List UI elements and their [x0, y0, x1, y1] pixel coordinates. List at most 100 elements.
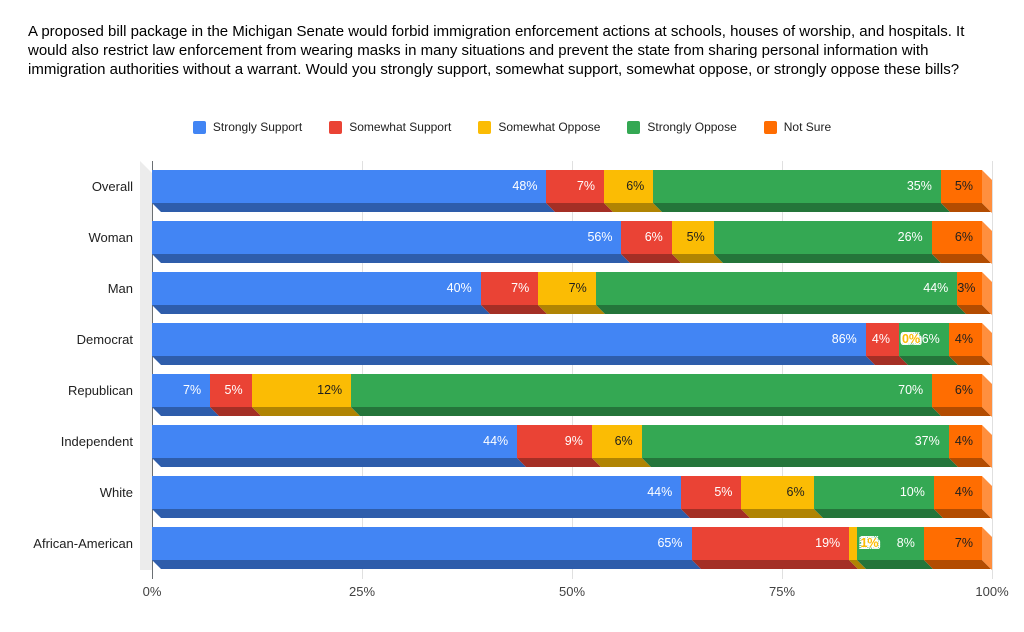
category-label: Independent	[60, 434, 133, 449]
legend-swatch-icon	[478, 120, 492, 134]
bar-segment: 6%	[591, 425, 642, 458]
bar-segment-label: 4%	[954, 332, 973, 346]
bar-segment-label: 4%	[871, 332, 890, 346]
bar-row: 86% 4% 0% 6% 4%	[152, 323, 992, 366]
bar-segment-label: 44%	[923, 281, 949, 295]
bar-segment-bevel	[595, 305, 967, 314]
bar-segment-label: 70%	[898, 383, 924, 397]
bar-segment-label: 26%	[897, 230, 923, 244]
legend-label: Somewhat Support	[349, 120, 452, 134]
bar-segment: 1%	[849, 527, 879, 560]
bar-bottom-bevel-3d	[152, 509, 991, 518]
bar-segment-label: 7%	[568, 281, 587, 295]
bar-segment-bevel	[351, 407, 942, 416]
legend-item: Strongly Oppose	[627, 119, 737, 135]
legend: Strongly Support Somewhat Support Somewhat…	[0, 119, 1024, 135]
chart-title: A proposed bill package in the Michigan …	[28, 23, 965, 78]
legend-label: Not Sure	[783, 120, 832, 134]
bar-segment-bevel	[517, 458, 601, 467]
bar-segment-bevel	[152, 407, 220, 416]
bar-segment-label: 6%	[954, 230, 973, 244]
bar-face: 40% 7% 7% 44% 3%	[152, 272, 982, 305]
bar-face: 56% 6% 5% 26% 6%	[152, 221, 982, 254]
bar-segment-label: 65%	[657, 536, 683, 550]
bar-segment: 44%	[152, 476, 682, 509]
bar-segment: 26%	[713, 221, 932, 254]
x-tick-label: 50%	[558, 584, 586, 599]
legend-swatch-icon	[627, 120, 641, 134]
bar-row: 44% 5% 6% 10% 4%	[152, 476, 992, 519]
bar-segment-label: 4%	[954, 485, 973, 499]
bar-segment-bevel	[152, 509, 691, 518]
bar-segment-label: 5%	[224, 383, 243, 397]
bar-segment: 4%	[948, 323, 982, 356]
bar-segment-label: 8%	[896, 536, 915, 550]
bar-segment-bevel	[152, 356, 875, 365]
bar-segment-label: 6%	[614, 434, 633, 448]
x-gridline	[572, 161, 573, 579]
bar-segment: 48%	[152, 170, 547, 203]
bar-segment-label: 4%	[954, 434, 973, 448]
bar-row: 7% 5% 12% 70% 6%	[152, 374, 992, 417]
bar-segment: 6%	[932, 374, 982, 407]
bar-segment-label: 40%	[446, 281, 472, 295]
bar-segment: 3%	[957, 272, 982, 305]
bar-segment-bevel	[621, 254, 681, 263]
bar-segment-bevel	[813, 509, 943, 518]
bar-segment: 65%	[152, 527, 692, 560]
bar-segment: 12%	[251, 374, 352, 407]
bar-segment-label: 44%	[483, 434, 509, 448]
bar-segment: 6%	[898, 323, 949, 356]
bar-segment-bevel	[857, 560, 933, 569]
legend-item: Somewhat Support	[329, 119, 451, 135]
bar-segment-bevel	[931, 254, 991, 263]
bar-segment-label: 56%	[587, 230, 613, 244]
bar-segment: 44%	[595, 272, 958, 305]
bar-segment: 5%	[671, 221, 714, 254]
bar-segment-label: 5%	[954, 179, 973, 193]
category-label: African-American	[33, 536, 133, 551]
bar-segment-bevel	[653, 203, 950, 212]
bar-segment-label: 6%	[644, 230, 663, 244]
bar-segment-bevel	[538, 305, 605, 314]
bar-segment: 4%	[933, 476, 982, 509]
legend-label: Strongly Support	[212, 120, 303, 134]
x-gridline	[362, 161, 363, 579]
bar-face: 7% 5% 12% 70% 6%	[152, 374, 982, 407]
bar-segment-bevel	[681, 509, 751, 518]
bar-segment-bevel	[923, 560, 991, 569]
category-label: Republican	[67, 383, 133, 398]
bar-segment: 10%	[813, 476, 934, 509]
bar-segment: 8%	[857, 527, 924, 560]
bar-segment-bevel	[713, 254, 941, 263]
bar-segment-label: 48%	[512, 179, 538, 193]
bar-segment-label: 1%	[860, 536, 879, 550]
legend-label: Strongly Oppose	[647, 120, 737, 134]
bar-segment-label: 6%	[954, 383, 973, 397]
bar-segment: 44%	[152, 425, 518, 458]
bar-segment-bevel	[546, 203, 613, 212]
x-tick-label: 100%	[975, 584, 1009, 599]
bar-segment-bevel	[932, 407, 991, 416]
bar-bottom-bevel-3d	[152, 356, 991, 365]
bar-segment: 19%	[691, 527, 850, 560]
category-label: Democrat	[76, 332, 133, 347]
bar-face: 48% 7% 6% 35% 5%	[152, 170, 982, 203]
x-axis-baseline	[152, 161, 153, 579]
bar-segment-bevel	[898, 356, 958, 365]
bar-segment: 6%	[621, 221, 672, 254]
bar-face: 44% 5% 6% 10% 4%	[152, 476, 982, 509]
bar-row: 65% 19% 1% 8% 7%	[152, 527, 992, 570]
x-tick-label: 25%	[348, 584, 376, 599]
bar-segment: 6%	[603, 170, 654, 203]
legend-swatch-icon	[192, 120, 206, 134]
bar-bottom-bevel-3d	[152, 458, 991, 467]
bar-segment-bevel	[741, 509, 823, 518]
bar-segment: 56%	[152, 221, 622, 254]
bar-segment-label: 0%	[901, 332, 921, 346]
bar-segment-label: 6%	[921, 332, 940, 346]
bar-segment-label: 7%	[183, 383, 202, 397]
bar-segment-label: 3%	[957, 281, 976, 295]
bar-segment: 5%	[210, 374, 252, 407]
